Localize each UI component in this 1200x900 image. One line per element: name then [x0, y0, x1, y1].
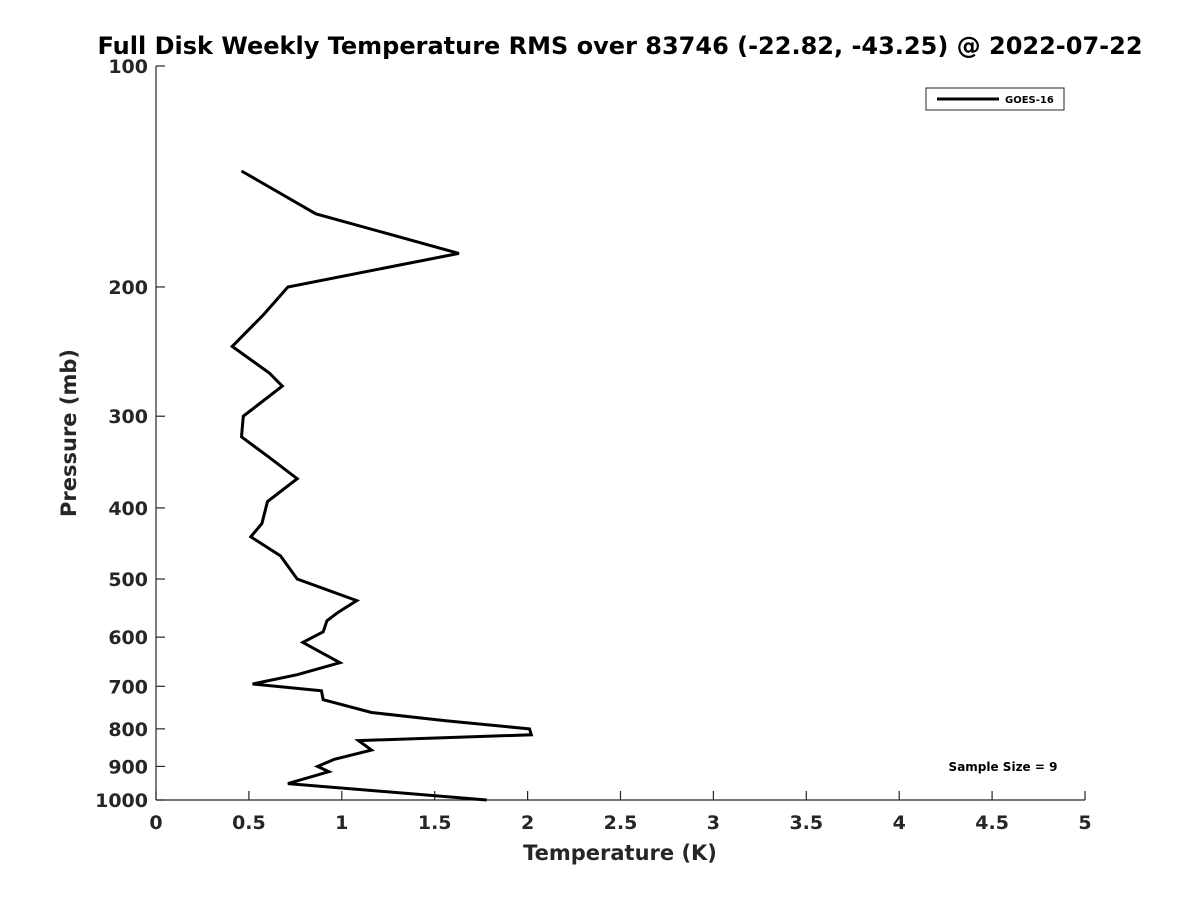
legend: GOES-16	[925, 87, 1065, 111]
series-line-goes-16	[229, 169, 534, 802]
y-tick-label: 500	[108, 569, 148, 591]
y-tick-label: 200	[108, 277, 148, 299]
x-tick-label: 2.5	[604, 812, 638, 834]
y-tick-label: 900	[108, 756, 148, 778]
y-ticks: 100 200 300 400 500 600 700 800 900 1000	[95, 56, 165, 812]
x-ticks: 0 0.5 1 1.5 2 2.5 3 3.5 4 4.5 5	[149, 791, 1092, 834]
legend-entry-goes-16: GOES-16	[1005, 95, 1054, 106]
y-tick-label: 800	[108, 719, 148, 741]
x-axis-label: Temperature (K)	[523, 841, 717, 865]
y-tick-label: 100	[108, 56, 148, 78]
x-tick-label: 4.5	[975, 812, 1009, 834]
x-tick-label: 0.5	[232, 812, 266, 834]
y-axis-label: Pressure (mb)	[57, 349, 81, 517]
x-tick-label: 3	[707, 812, 720, 834]
y-tick-label: 400	[108, 498, 148, 520]
x-tick-label: 3.5	[789, 812, 823, 834]
x-tick-label: 4	[893, 812, 906, 834]
x-tick-label: 2	[521, 812, 534, 834]
y-tick-label: 600	[108, 627, 148, 649]
sample-size-annotation: Sample Size = 9	[949, 760, 1058, 774]
series-layer	[229, 169, 534, 802]
x-tick-label: 1.5	[418, 812, 452, 834]
chart-title: Full Disk Weekly Temperature RMS over 83…	[97, 32, 1142, 60]
x-tick-label: 0	[149, 812, 162, 834]
x-tick-label: 5	[1078, 812, 1091, 834]
y-tick-label: 1000	[95, 790, 148, 812]
x-tick-label: 1	[335, 812, 348, 834]
y-tick-label: 700	[108, 676, 148, 698]
y-tick-label: 300	[108, 406, 148, 428]
